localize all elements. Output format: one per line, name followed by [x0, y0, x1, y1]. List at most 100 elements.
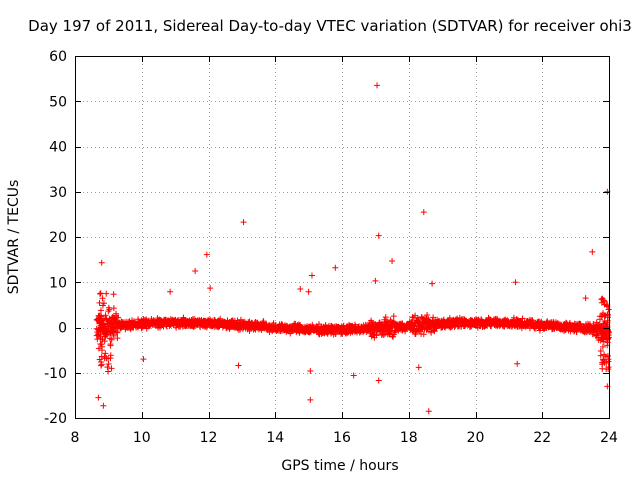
- y-tick-label: 20: [49, 230, 67, 246]
- data-point: [102, 312, 109, 319]
- data-point: [512, 279, 519, 286]
- data-point: [235, 362, 242, 369]
- data-point: [599, 335, 606, 342]
- data-point: [601, 326, 608, 333]
- data-point: [420, 331, 427, 338]
- data-point: [389, 257, 396, 264]
- data-point: [372, 277, 379, 284]
- data-point: [115, 314, 122, 321]
- data-point: [375, 232, 382, 239]
- data-point: [297, 286, 304, 293]
- data-point: [597, 347, 604, 354]
- y-axis: -20 -10 0 10 20 30 40 50 60: [44, 49, 609, 427]
- data-point: [96, 325, 103, 332]
- y-tick-label: 60: [49, 49, 67, 65]
- data-point: [305, 288, 312, 295]
- y-tick-label: 10: [49, 275, 67, 291]
- data-point: [600, 357, 607, 364]
- data-point: [111, 315, 118, 322]
- data-point: [380, 331, 387, 338]
- x-axis-label: GPS time / hours: [281, 458, 398, 474]
- data-point: [420, 209, 427, 216]
- data-point: [98, 362, 105, 369]
- data-point: [108, 336, 115, 343]
- data-point: [97, 312, 104, 319]
- data-point: [192, 267, 199, 274]
- data-point: [603, 302, 610, 309]
- data-point: [203, 324, 210, 331]
- data-point: [246, 327, 253, 334]
- data-point: [207, 285, 214, 292]
- x-tick-label: 8: [71, 430, 80, 446]
- data-point: [114, 335, 121, 342]
- data-point: [100, 402, 107, 409]
- data-point: [101, 355, 108, 362]
- y-tick-label: 0: [58, 321, 67, 337]
- data-point: [100, 327, 107, 334]
- data-point: [260, 318, 267, 325]
- data-point: [598, 313, 605, 320]
- grid-lines: [75, 56, 609, 418]
- data-point: [97, 340, 104, 347]
- data-point: [110, 291, 117, 298]
- data-point: [103, 316, 110, 323]
- data-point: [307, 396, 314, 403]
- data-point: [582, 295, 589, 302]
- x-tick-label: 10: [133, 430, 151, 446]
- y-tick-label: -10: [44, 366, 67, 382]
- data-points: [93, 82, 612, 415]
- data-point: [108, 365, 115, 372]
- data-point: [95, 394, 102, 401]
- data-point: [107, 342, 114, 349]
- x-tick-label: 14: [266, 430, 284, 446]
- data-point: [430, 314, 437, 321]
- data-point: [96, 290, 103, 297]
- x-tick-label: 20: [467, 430, 485, 446]
- data-point: [98, 361, 105, 368]
- data-point: [99, 295, 106, 302]
- data-point: [100, 300, 107, 307]
- data-point: [514, 360, 521, 367]
- data-point: [110, 331, 117, 338]
- x-tick-label: 24: [600, 430, 618, 446]
- y-tick-label: 50: [49, 94, 67, 110]
- data-point: [350, 372, 357, 379]
- data-point: [306, 329, 313, 336]
- y-tick-label: -20: [44, 411, 67, 427]
- x-tick-label: 22: [533, 430, 551, 446]
- data-point: [370, 328, 377, 335]
- x-tick-label: 12: [200, 430, 218, 446]
- data-point: [599, 343, 606, 350]
- x-tick-label: 16: [333, 430, 351, 446]
- data-point: [374, 82, 381, 89]
- x-axis: 8 10 12 14 16 18 20 22 24: [71, 56, 618, 446]
- data-point: [418, 325, 425, 332]
- data-point: [589, 248, 596, 255]
- data-point: [415, 364, 422, 371]
- y-axis-label: SDTVAR / TECUs: [6, 180, 22, 295]
- data-point: [605, 356, 612, 363]
- data-point: [140, 356, 147, 363]
- data-point: [98, 259, 105, 266]
- data-point: [605, 334, 612, 341]
- data-point: [102, 330, 109, 337]
- y-tick-label: 40: [49, 140, 67, 156]
- data-point: [102, 350, 109, 357]
- data-point: [105, 368, 112, 375]
- data-point: [96, 356, 103, 363]
- data-point: [308, 272, 315, 279]
- data-point: [390, 313, 397, 320]
- data-point: [104, 364, 111, 371]
- data-point: [203, 251, 210, 258]
- data-point: [99, 336, 106, 343]
- x-tick-label: 18: [400, 430, 418, 446]
- data-point: [97, 290, 104, 297]
- data-point: [424, 312, 431, 319]
- data-point: [108, 314, 115, 321]
- data-point: [429, 280, 436, 287]
- data-point: [332, 264, 339, 271]
- data-point: [95, 345, 102, 352]
- data-point: [605, 366, 612, 373]
- data-point: [428, 329, 435, 336]
